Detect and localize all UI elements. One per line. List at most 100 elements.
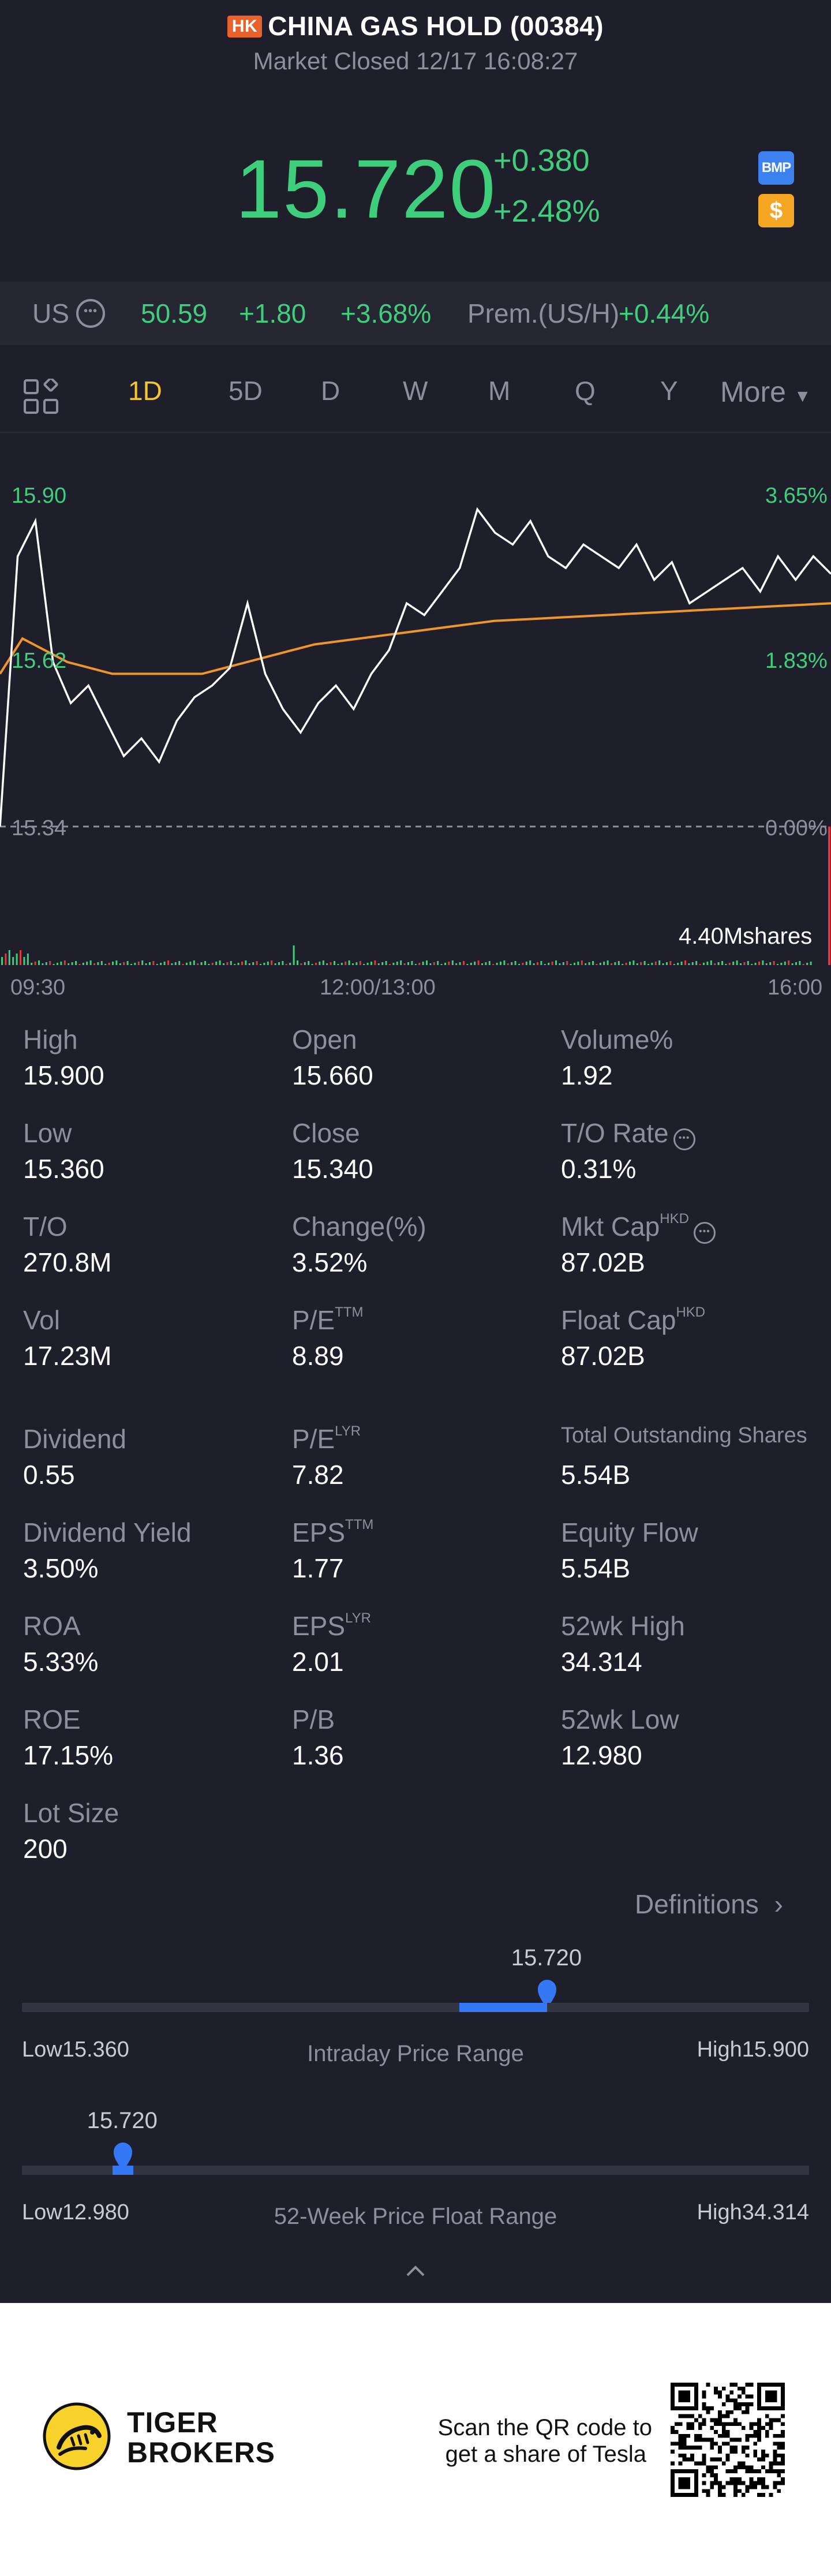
volume-bar [503,960,506,965]
volume-bar [437,961,439,965]
stat-value-t-o-rate: 0.31% [561,1154,637,1184]
volume-bar [463,961,465,965]
definitions-label: Definitions [635,1889,759,1919]
stat-label-superscript: TTM [335,1304,364,1320]
intraday-range-title: Intraday Price Range [307,2041,524,2066]
volume-bar [322,960,324,965]
x-label-midday: 12:00/13:00 [320,975,436,1000]
stat-label-text: Close [292,1118,360,1148]
volume-bar [163,962,166,965]
tab-w[interactable]: W [403,376,428,406]
volume-bar [721,961,723,965]
stat-label-t-o: T/O [23,1211,68,1242]
premium-label: Prem.(US/H) [467,298,620,328]
definitions-link[interactable]: Definitions › [635,1889,783,1920]
more-dots-icon[interactable]: ••• [76,299,105,328]
volume-bar [662,963,664,965]
us-price: 50.59 [141,298,208,328]
volume-bar [112,962,114,965]
volume-bar [444,963,446,965]
volume-bar [511,962,513,965]
volume-bar [717,962,720,965]
volume-bar [115,960,118,965]
stat-value-dividend-yield: 3.50% [23,1553,99,1583]
tab-q[interactable]: Q [575,376,596,406]
volume-bar [16,954,18,965]
volume-bar [570,964,572,965]
volume-bar [407,962,409,965]
stat-value-p-b: 1.36 [292,1740,344,1770]
volume-bar [677,963,679,965]
volume-bar [617,961,620,965]
volume-bar [285,964,287,965]
stat-label-equity-flow: Equity Flow [561,1517,698,1548]
volume-bar [31,963,33,965]
tab-more[interactable]: More ▼ [720,375,811,409]
volume-bar [754,963,757,965]
info-dots-icon[interactable]: ••• [673,1128,695,1150]
volume-bar [422,962,424,965]
stat-label-high: High [23,1024,78,1055]
market-badge: HK [227,16,263,38]
stat-label-t-o-rate: T/O Rate ••• [561,1117,695,1150]
volume-bar [806,963,808,965]
volume-bar [359,961,361,965]
intraday-chart[interactable] [0,434,831,971]
volume-bar [119,963,121,965]
tab-m[interactable]: M [488,376,511,406]
us-adr-row[interactable]: US ••• 50.59 +1.80 +3.68% Prem.(US/H) +0… [0,282,831,345]
volume-bar [374,960,376,965]
volume-bar [614,962,616,965]
intraday-high-label: High [697,2037,742,2062]
volume-bar [706,962,709,965]
volume-bar [810,962,812,965]
chevron-right-icon: › [774,1889,783,1919]
intraday-low-value: 15.360 [62,2037,129,2062]
volume-bar [474,962,476,965]
stat-label-volume: Volume% [561,1024,673,1055]
tab-5d[interactable]: 5D [229,376,263,406]
volume-bar [728,963,731,965]
layout-grid-icon[interactable] [23,379,59,414]
volume-bar [75,961,77,965]
volume-bar [20,950,21,965]
collapse-chevron-up-icon[interactable] [404,2261,427,2279]
qr-caption-line2: get a share of Tesla [445,2442,646,2467]
stat-label-close: Close [292,1117,360,1149]
week52-current-price: 15.720 [87,2108,158,2133]
volume-bar [248,963,250,965]
tab-y[interactable]: Y [660,376,678,406]
volume-bar [49,961,51,965]
volume-bar [308,961,310,965]
volume-bar [141,960,144,965]
volume-bar [537,962,538,965]
volume-bar [363,964,365,965]
stat-label-vol: Vol [23,1304,60,1336]
stat-label-text: P/E [292,1424,335,1454]
volume-bar [63,960,66,965]
volume-bar [433,962,435,965]
dollar-icon[interactable]: $ [758,194,794,227]
qr-code-icon[interactable] [671,2383,785,2497]
stat-value-lot-size: 200 [23,1834,68,1864]
intraday-high: High15.900 [697,2037,809,2062]
us-change-percent: +3.68% [340,298,432,328]
stat-value-dividend: 0.55 [23,1460,75,1490]
volume-bar [126,961,129,965]
tab-d[interactable]: D [321,376,340,406]
stat-value-high: 15.900 [23,1060,104,1090]
stat-label-text: Dividend Yield [23,1517,192,1547]
tab-1d[interactable]: 1D [128,376,162,406]
volume-bar [193,960,195,965]
volume-bar [389,964,391,965]
volume-bar [522,963,524,965]
volume-bar [581,960,583,965]
volume-bar [440,964,443,965]
qr-caption-line1: Scan the QR code to [437,2415,652,2440]
bmp-icon[interactable]: BMP [758,151,794,185]
volume-bar [89,960,92,965]
volume-bar [485,962,487,965]
volume-bar [688,963,690,965]
volume-bar [518,964,520,965]
info-dots-icon[interactable]: ••• [693,1222,716,1244]
